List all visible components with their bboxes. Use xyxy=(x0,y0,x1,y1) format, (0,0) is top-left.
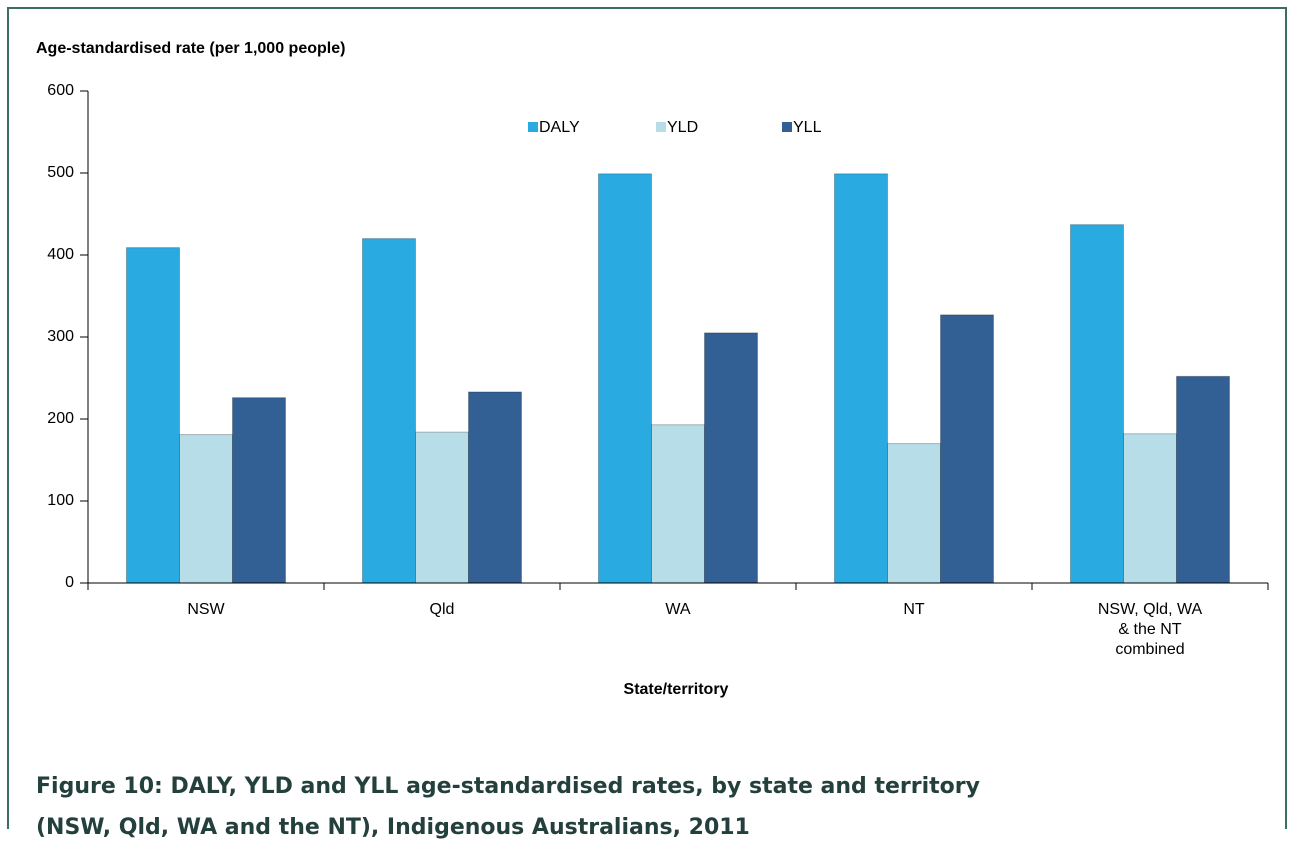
chart: Age-standardised rate (per 1,000 people)… xyxy=(7,7,1287,829)
bar xyxy=(126,247,180,584)
y-tick-label: 500 xyxy=(47,164,74,181)
bar xyxy=(834,173,888,584)
x-tick-label: NSW xyxy=(187,601,225,618)
x-tick-label: NT xyxy=(903,601,925,618)
bar xyxy=(651,424,705,584)
legend-swatch xyxy=(782,122,792,132)
bar xyxy=(232,397,286,584)
legend-label: YLD xyxy=(667,119,698,136)
y-tick-label: 400 xyxy=(47,246,74,263)
bar xyxy=(704,332,758,584)
figure-title: Figure 10: DALY, YLD and YLL age-standar… xyxy=(36,774,980,840)
y-tick-label: 600 xyxy=(47,82,74,99)
x-tick-label: WA xyxy=(665,601,691,618)
x-tick-label: NSW, Qld, WA & the NT combined xyxy=(1097,601,1203,658)
legend-label: YLL xyxy=(793,119,822,136)
bar xyxy=(468,391,522,584)
y-tick-label: 300 xyxy=(47,328,74,345)
bar xyxy=(415,431,469,584)
legend-label: DALY xyxy=(539,119,580,136)
bar xyxy=(887,443,941,584)
y-axis-label: Age-standardised rate (per 1,000 people) xyxy=(36,40,345,57)
bar xyxy=(179,434,233,584)
bar xyxy=(598,173,652,584)
x-tick-label: Qld xyxy=(429,601,455,618)
legend-swatch xyxy=(528,122,538,132)
y-tick-label: 100 xyxy=(47,492,74,509)
y-tick-label: 0 xyxy=(65,574,74,591)
page: {"chart_data": { "type": "bar", "title":… xyxy=(7,7,1287,840)
frame xyxy=(7,7,1287,829)
x-axis-label: State/territory xyxy=(624,681,729,698)
bar xyxy=(1176,375,1230,584)
bar xyxy=(362,238,416,584)
legend-swatch xyxy=(656,122,666,132)
y-tick-label: 200 xyxy=(47,410,74,427)
bar xyxy=(940,314,994,584)
bar xyxy=(1070,224,1124,584)
bar xyxy=(1123,433,1177,584)
